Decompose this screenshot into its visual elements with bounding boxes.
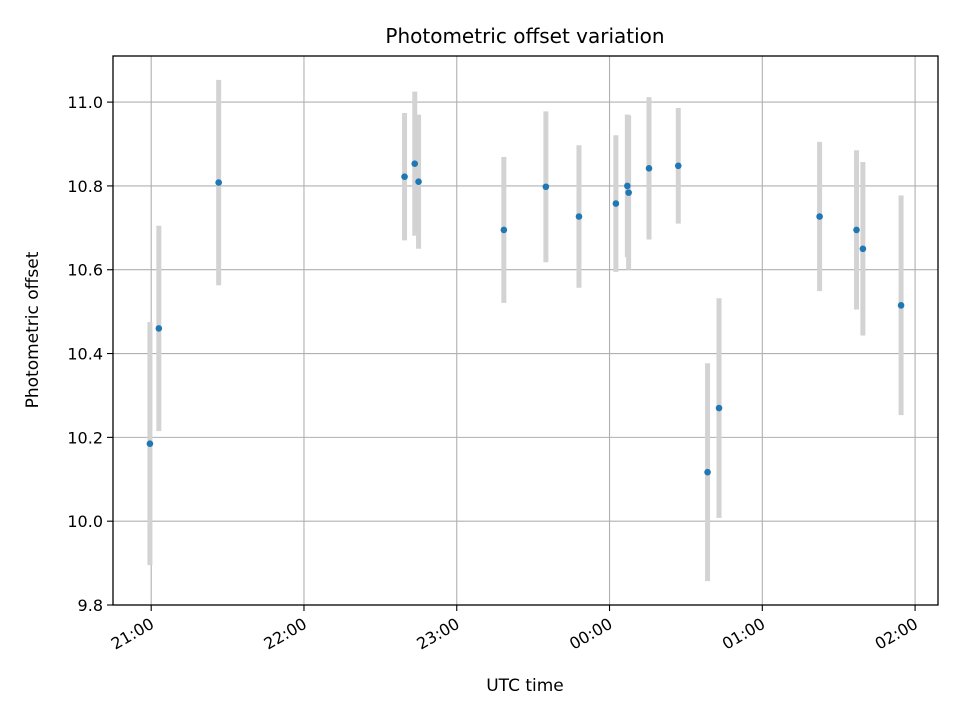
y-tick-label: 11.0 (67, 93, 103, 112)
y-axis-ticks: 9.8 10.0 10.2 10.4 10.6 10.8 11.0 (67, 93, 113, 615)
data-point (859, 245, 867, 253)
y-tick-label: 10.4 (67, 345, 103, 364)
data-point (411, 160, 419, 168)
data-point (415, 178, 422, 186)
data-point (897, 302, 905, 309)
y-tick-label: 10.6 (67, 261, 103, 280)
data-point (674, 162, 682, 170)
y-tick-label: 10.8 (67, 177, 103, 196)
data-point (816, 213, 823, 220)
data-point (155, 325, 163, 332)
y-tick-label: 10.0 (67, 512, 103, 531)
data-point (575, 213, 583, 220)
chart-title: Photometric offset variation (385, 24, 664, 48)
y-tick-label: 9.8 (78, 596, 103, 615)
data-point (542, 183, 550, 191)
data-point (625, 189, 632, 196)
y-axis-label: Photometric offset (23, 251, 43, 408)
data-point (401, 173, 408, 180)
data-point (500, 226, 508, 234)
data-point (853, 226, 860, 234)
data-point (715, 404, 723, 412)
grid-lines (113, 56, 938, 606)
data-point (612, 200, 620, 207)
data-point (645, 165, 653, 172)
plot-frame (112, 55, 939, 606)
y-tick-label: 10.2 (67, 428, 103, 447)
data-point (146, 440, 154, 447)
data-point (624, 182, 631, 190)
data-points (146, 160, 905, 476)
x-axis-label: UTC time (486, 676, 564, 696)
data-point (215, 179, 222, 186)
data-point (704, 468, 711, 476)
